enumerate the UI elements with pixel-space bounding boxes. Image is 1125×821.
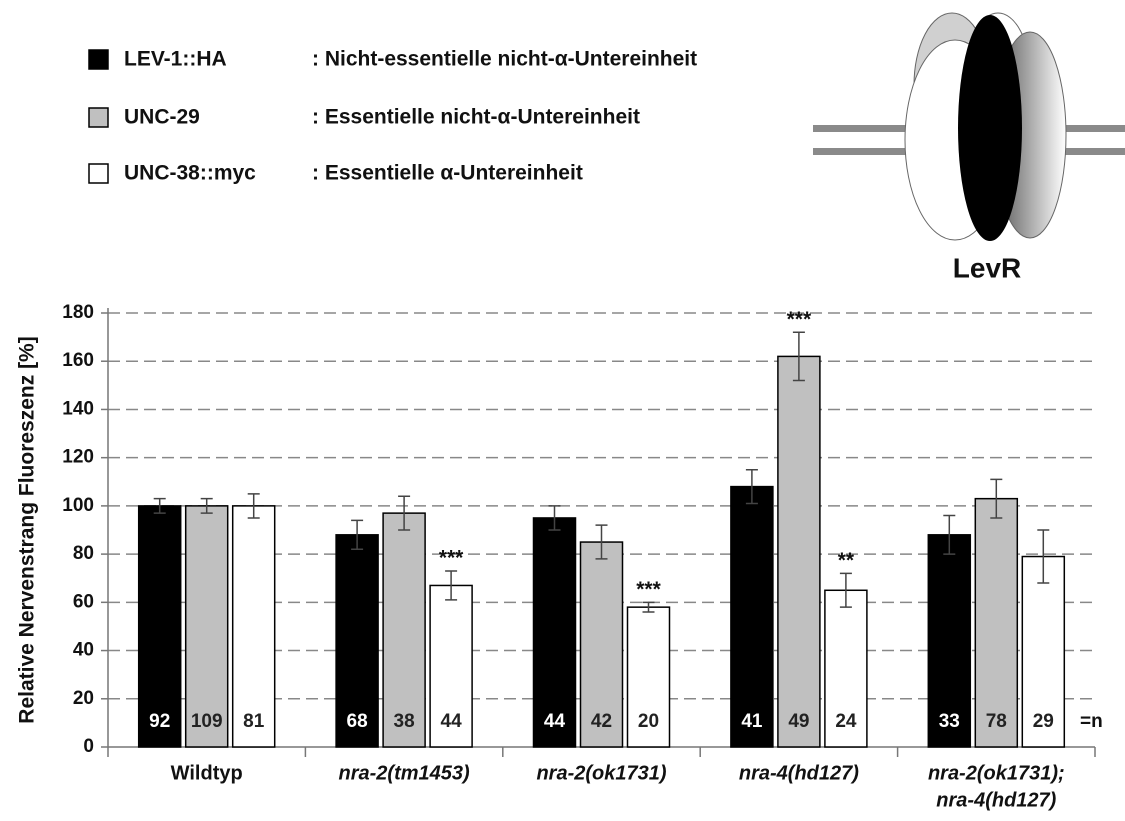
bar — [1021, 555, 1066, 748]
error-bar — [351, 519, 364, 551]
significance-label: ** — [838, 549, 855, 572]
bar — [532, 517, 577, 748]
error-bar — [839, 572, 852, 608]
bar — [184, 505, 229, 748]
error-bar — [153, 497, 166, 514]
bar — [730, 485, 774, 748]
n-label: 41 — [741, 711, 763, 732]
error-bar — [1037, 529, 1050, 584]
error-bar — [595, 524, 608, 560]
y-axis-label: Relative Nervenstrang Fluoreszenz [%] — [16, 336, 39, 723]
x-tick-label: Wildtyp — [171, 762, 243, 784]
legend-description: : Nicht-essentielle nicht-α-Untereinheit — [312, 48, 697, 71]
legend-swatch — [88, 163, 109, 184]
bar — [231, 505, 276, 748]
error-bar — [990, 478, 1003, 519]
y-tick-label: 140 — [62, 398, 94, 419]
n-label: 38 — [394, 711, 415, 732]
n-label: 42 — [591, 711, 612, 732]
n-label: 109 — [191, 711, 223, 732]
bar — [927, 534, 972, 748]
legend-swatch — [88, 49, 109, 70]
legend-label: UNC-38::myc — [124, 162, 256, 185]
y-tick-label: 80 — [73, 543, 94, 564]
x-tick-label: nra-4(hd127) — [936, 789, 1056, 811]
x-tick-label: nra-4(hd127) — [739, 762, 859, 784]
legend-description: : Essentielle nicht-α-Untereinheit — [312, 106, 640, 129]
y-tick-label: 20 — [73, 688, 94, 709]
y-tick-label: 100 — [62, 495, 94, 516]
bar — [335, 534, 379, 748]
error-bar — [445, 570, 458, 601]
error-bar — [548, 505, 561, 531]
n-label: 78 — [986, 711, 1007, 732]
n-label: 29 — [1033, 711, 1054, 732]
n-label: 68 — [347, 711, 368, 732]
error-bar — [398, 495, 411, 531]
y-tick-label: 60 — [73, 591, 94, 612]
n-label: 44 — [441, 711, 463, 732]
y-tick-label: 120 — [62, 447, 94, 468]
legend-label: LEV-1::HA — [124, 48, 227, 71]
bar — [429, 584, 473, 748]
n-label: 81 — [243, 711, 265, 732]
bar — [382, 512, 426, 748]
error-bar — [792, 331, 805, 382]
bar — [777, 355, 821, 748]
n-label: 20 — [638, 711, 659, 732]
n-label: 44 — [544, 711, 566, 732]
x-tick-label: nra-2(ok1731); — [928, 762, 1065, 784]
n-label: 24 — [835, 711, 857, 732]
legend-description: : Essentielle α-Untereinheit — [312, 162, 583, 185]
y-tick-label: 40 — [73, 640, 94, 661]
error-bar — [943, 514, 956, 555]
y-tick-label: 0 — [83, 736, 94, 757]
error-bar — [247, 493, 260, 519]
significance-label: *** — [439, 547, 464, 570]
legend-label: UNC-29 — [124, 106, 200, 129]
legend-swatch — [88, 107, 109, 128]
n-label: 33 — [939, 711, 960, 732]
n-label: 49 — [788, 711, 809, 732]
x-tick-label: nra-2(ok1731) — [536, 762, 666, 784]
bar — [824, 589, 868, 748]
receptor-diagram: LevR — [813, 12, 1125, 283]
error-bar — [200, 497, 213, 514]
diagram-label: LevR — [953, 252, 1021, 283]
bar — [626, 606, 671, 748]
n-label-suffix: =n — [1080, 711, 1103, 732]
error-bar — [745, 468, 758, 505]
significance-label: *** — [787, 308, 812, 331]
significance-label: *** — [636, 578, 661, 601]
y-tick-label: 160 — [62, 350, 94, 371]
y-tick-label: 180 — [62, 302, 94, 323]
error-bar — [642, 601, 655, 613]
bar — [974, 497, 1019, 748]
x-tick-label: nra-2(tm1453) — [339, 762, 471, 784]
n-label: 92 — [149, 711, 170, 732]
bar — [137, 505, 182, 748]
